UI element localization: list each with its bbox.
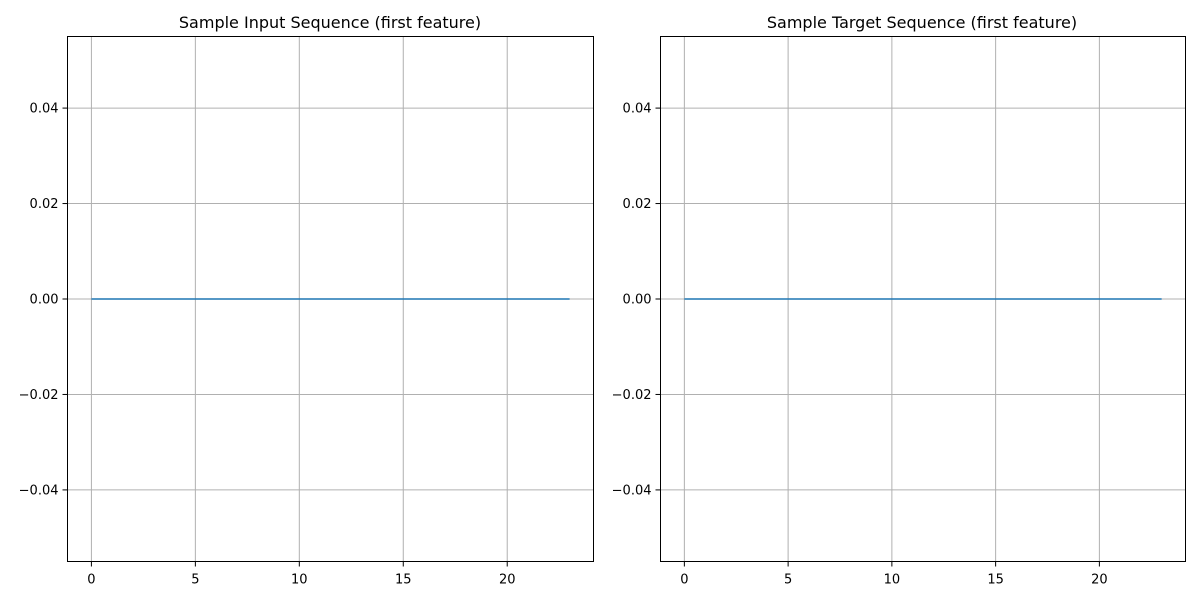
- x-tick-label: 5: [191, 573, 199, 588]
- x-tick-label: 10: [291, 573, 308, 588]
- y-tick-label: 0.02: [30, 197, 59, 212]
- ticks: 0 5 10 15 20 −0.04 −0.02 0.00 0.02 0.04: [612, 102, 1108, 588]
- y-tick-label: 0.02: [623, 197, 652, 212]
- input-sequence-chart: Sample Input Sequence (first feature) 0 5…: [19, 13, 594, 588]
- x-tick-label: 20: [499, 573, 516, 588]
- y-tick-label: 0.00: [30, 293, 59, 308]
- y-tick-label: 0.04: [623, 102, 652, 117]
- x-tick-label: 0: [680, 573, 688, 588]
- y-tick-label: 0.04: [30, 102, 59, 117]
- x-tick-label: 15: [987, 573, 1004, 588]
- y-tick-label: −0.02: [19, 388, 59, 403]
- x-tick-label: 15: [395, 573, 412, 588]
- x-tick-label: 5: [784, 573, 792, 588]
- y-tick-label: −0.04: [19, 483, 59, 498]
- y-tick-label: −0.02: [612, 388, 652, 403]
- chart-title: Sample Input Sequence (first feature): [179, 13, 481, 32]
- ticks: 0 5 10 15 20 −0.04 −0.02 0.00 0.02 0.04: [19, 102, 516, 588]
- chart-title: Sample Target Sequence (first feature): [767, 13, 1077, 32]
- x-tick-label: 10: [884, 573, 901, 588]
- x-tick-label: 0: [87, 573, 95, 588]
- y-tick-label: −0.04: [612, 483, 652, 498]
- target-sequence-chart: Sample Target Sequence (first feature) 0…: [612, 13, 1186, 588]
- x-tick-label: 20: [1091, 573, 1108, 588]
- y-tick-label: 0.00: [623, 293, 652, 308]
